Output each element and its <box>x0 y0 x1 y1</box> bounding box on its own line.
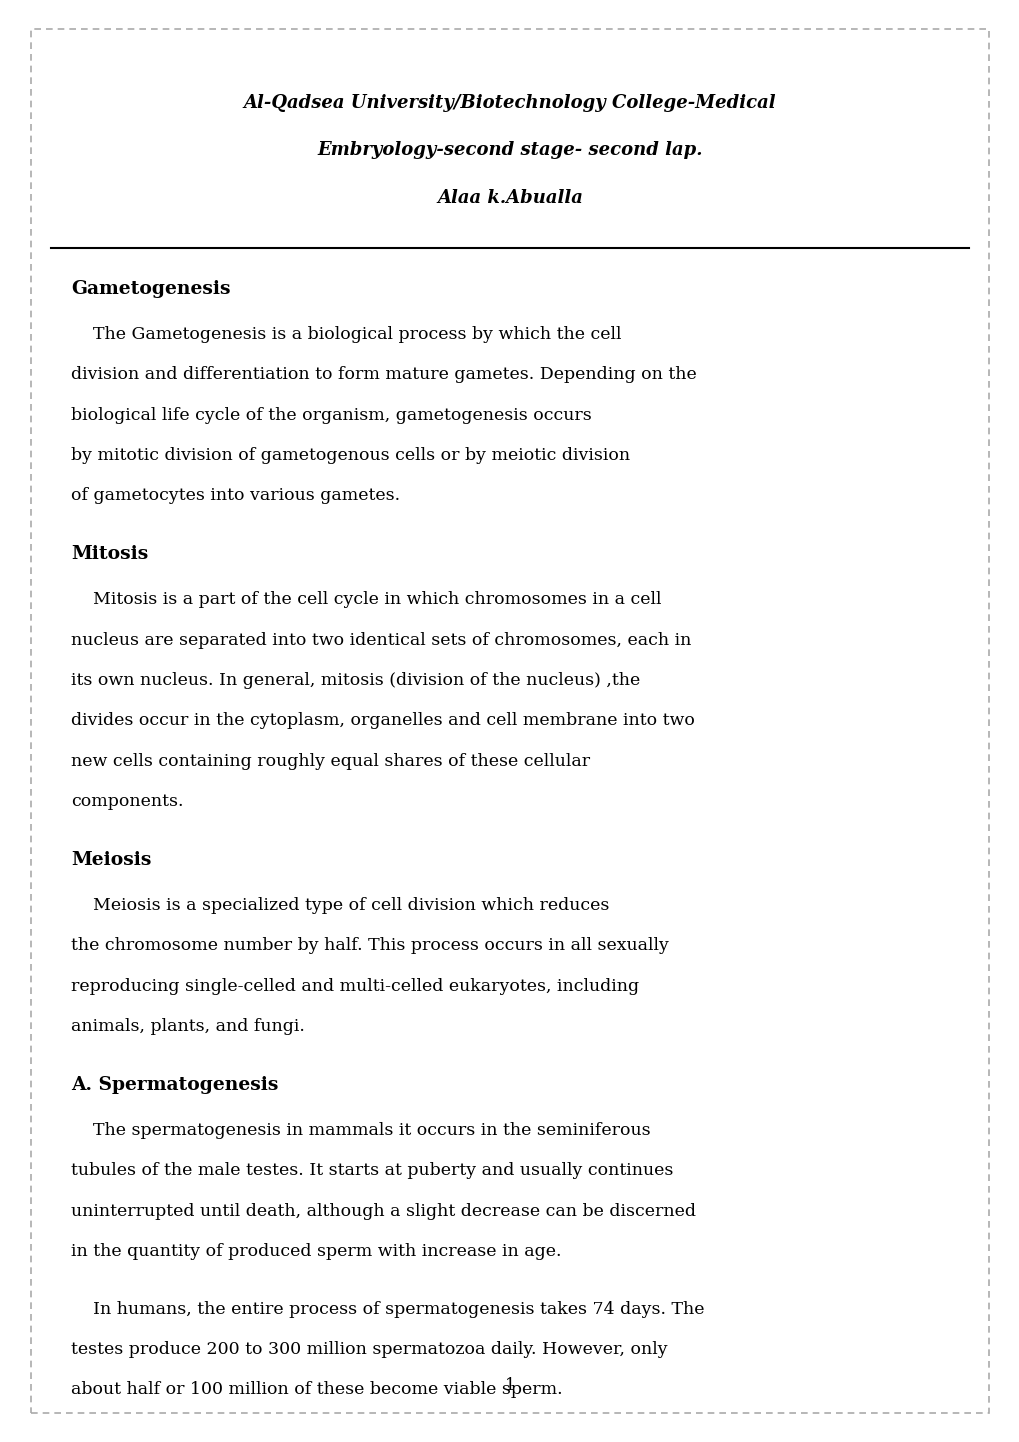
Text: Alaa k.Abualla: Alaa k.Abualla <box>436 189 583 206</box>
Text: the chromosome number by half. This process occurs in all sexually: the chromosome number by half. This proc… <box>71 937 668 955</box>
Text: divides occur in the cytoplasm, organelles and cell membrane into two: divides occur in the cytoplasm, organell… <box>71 712 695 730</box>
Text: testes produce 200 to 300 million spermatozoa daily. However, only: testes produce 200 to 300 million sperma… <box>71 1341 667 1358</box>
Text: biological life cycle of the organism, gametogenesis occurs: biological life cycle of the organism, g… <box>71 407 592 424</box>
Text: nucleus are separated into two identical sets of chromosomes, each in: nucleus are separated into two identical… <box>71 632 691 649</box>
Text: Meiosis: Meiosis <box>71 851 152 868</box>
Text: components.: components. <box>71 793 183 810</box>
Text: animals, plants, and fungi.: animals, plants, and fungi. <box>71 1018 305 1035</box>
Text: by mitotic division of gametogenous cells or by meiotic division: by mitotic division of gametogenous cell… <box>71 447 630 464</box>
Text: uninterrupted until death, although a slight decrease can be discerned: uninterrupted until death, although a sl… <box>71 1203 696 1220</box>
Text: Meiosis is a specialized type of cell division which reduces: Meiosis is a specialized type of cell di… <box>71 897 609 914</box>
Text: tubules of the male testes. It starts at puberty and usually continues: tubules of the male testes. It starts at… <box>71 1162 674 1180</box>
Text: Embryology-second stage- second lap.: Embryology-second stage- second lap. <box>317 141 702 159</box>
Text: Mitosis: Mitosis <box>71 545 149 562</box>
Text: Mitosis is a part of the cell cycle in which chromosomes in a cell: Mitosis is a part of the cell cycle in w… <box>71 591 661 609</box>
Text: In humans, the entire process of spermatogenesis takes 74 days. The: In humans, the entire process of spermat… <box>71 1301 704 1318</box>
Text: its own nucleus. In general, mitosis (division of the nucleus) ,the: its own nucleus. In general, mitosis (di… <box>71 672 640 689</box>
Text: A. Spermatogenesis: A. Spermatogenesis <box>71 1076 278 1093</box>
Text: new cells containing roughly equal shares of these cellular: new cells containing roughly equal share… <box>71 753 590 770</box>
Text: Gametogenesis: Gametogenesis <box>71 280 230 297</box>
Text: The spermatogenesis in mammals it occurs in the seminiferous: The spermatogenesis in mammals it occurs… <box>71 1122 650 1139</box>
Text: The Gametogenesis is a biological process by which the cell: The Gametogenesis is a biological proces… <box>71 326 622 343</box>
Text: Al-Qadsea University/Biotechnology College-Medical: Al-Qadsea University/Biotechnology Colle… <box>244 94 775 111</box>
Text: reproducing single-celled and multi-celled eukaryotes, including: reproducing single-celled and multi-cell… <box>71 978 639 995</box>
Text: 1: 1 <box>504 1377 515 1394</box>
Text: in the quantity of produced sperm with increase in age.: in the quantity of produced sperm with i… <box>71 1243 561 1260</box>
Text: about half or 100 million of these become viable sperm.: about half or 100 million of these becom… <box>71 1381 562 1399</box>
Text: division and differentiation to form mature gametes. Depending on the: division and differentiation to form mat… <box>71 366 696 384</box>
Text: of gametocytes into various gametes.: of gametocytes into various gametes. <box>71 487 400 505</box>
